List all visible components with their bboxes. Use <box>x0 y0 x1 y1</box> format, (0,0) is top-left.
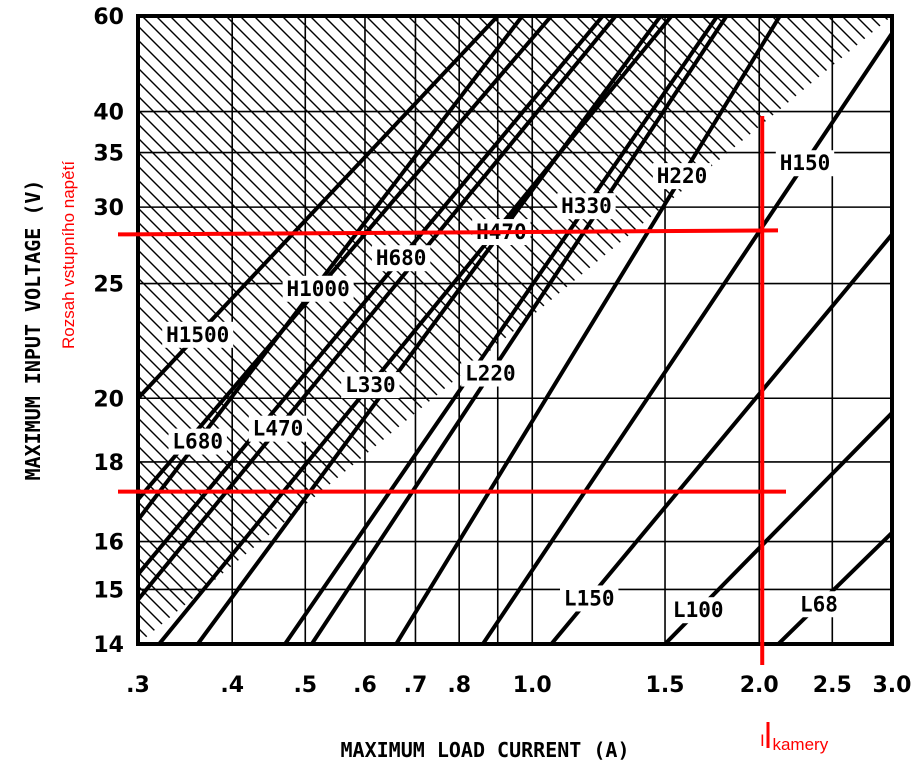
x-tick-label: .8 <box>447 673 471 698</box>
x-tick-label: .5 <box>293 673 317 698</box>
series-label-bg <box>162 321 234 348</box>
x-tick-labels: .3 .4 .5 .6 .7 .8 1.0 1.5 2.0 2.5 3.0 <box>126 673 911 698</box>
series-line-h150 <box>481 32 892 644</box>
series-label-l220: L220 <box>465 362 516 386</box>
y-tick-label: 14 <box>93 633 124 658</box>
x-tick-label: 3.0 <box>873 673 912 698</box>
series-line-h470 <box>196 16 663 644</box>
y-tick-label: 40 <box>93 101 124 126</box>
series-label-l150: L150 <box>564 586 615 610</box>
x-axis-title: MAXIMUM LOAD CURRENT (A) <box>341 738 630 762</box>
series-label-bg <box>652 163 712 190</box>
series-label-h220: H220 <box>657 164 708 188</box>
x-tick-label: .4 <box>220 673 244 698</box>
x-tick-label: 1.0 <box>513 673 552 698</box>
series-line-h680 <box>138 16 605 576</box>
current-label-sub: kamery <box>772 735 828 754</box>
series-label-bg <box>282 275 354 302</box>
y-tick-label: 16 <box>93 531 124 556</box>
series-label-l68: L68 <box>800 592 838 616</box>
x-tick-label: .6 <box>353 673 377 698</box>
y-tick-label: 20 <box>93 387 124 412</box>
series-label-bg <box>341 372 400 399</box>
y-tick-label: 35 <box>93 142 124 167</box>
x-tick-label: .3 <box>126 673 150 698</box>
series-line-h330 <box>283 16 720 644</box>
series-line-h220 <box>394 16 782 644</box>
series-label-bg <box>775 150 835 177</box>
series-label-bg <box>248 415 308 442</box>
voltage-range-label: Rozsah vstupního napětí <box>59 161 78 349</box>
series-label-bg <box>796 591 842 618</box>
series-lines <box>138 16 892 644</box>
x-tick-label: 2.5 <box>813 673 852 698</box>
series-label-bg <box>461 360 520 387</box>
series-line-l220 <box>310 16 729 644</box>
series-label-l330: L330 <box>345 373 396 397</box>
x-tick-label: 1.5 <box>646 673 685 698</box>
y-tick-label: 15 <box>93 578 124 603</box>
y-tick-label: 60 <box>93 5 124 30</box>
current-label-main: I <box>760 731 765 750</box>
series-labels: H1500H1000H680H470H330H220H150L680L470L3… <box>162 150 842 624</box>
series-label-bg <box>371 245 431 272</box>
series-line-l150 <box>549 233 892 644</box>
series-label-l470: L470 <box>253 417 304 441</box>
voltage-range-upper-line <box>117 228 779 237</box>
y-tick-label: 18 <box>93 451 124 476</box>
series-label-bg <box>557 193 616 220</box>
series-label-h1000: H1000 <box>287 277 350 301</box>
y-axis-title: MAXIMUM INPUT VOLTAGE (V) <box>21 179 45 480</box>
hatched-region <box>138 16 892 644</box>
series-label-h330: H330 <box>561 194 612 218</box>
series-label-bg <box>168 428 227 455</box>
y-tick-label: 30 <box>93 196 124 221</box>
series-label-bg <box>560 585 619 612</box>
series-line-h1000 <box>138 16 553 501</box>
x-tick-label: .7 <box>404 673 428 698</box>
series-label-h150: H150 <box>780 151 831 175</box>
x-tick-label: 2.0 <box>740 673 779 698</box>
series-label-l680: L680 <box>172 430 223 454</box>
y-tick-label: 25 <box>93 273 124 298</box>
series-label-h1500: H1500 <box>166 323 229 347</box>
y-tick-labels: 60 40 35 30 25 20 18 16 15 14 <box>93 5 124 658</box>
plot-frame <box>136 14 894 646</box>
series-line-l470 <box>138 16 618 601</box>
hatch-cutout <box>482 422 892 644</box>
series-label-h680: H680 <box>376 246 427 270</box>
current-label: I kamery <box>760 731 829 754</box>
series-label-bg <box>669 597 728 624</box>
series-line-l68 <box>776 531 892 644</box>
red-annotations <box>117 116 786 748</box>
series-line-l330 <box>157 16 674 644</box>
series-label-l100: L100 <box>673 598 724 622</box>
